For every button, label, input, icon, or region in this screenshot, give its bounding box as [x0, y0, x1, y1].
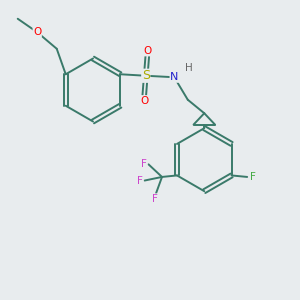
Text: O: O [33, 27, 41, 37]
Text: F: F [137, 176, 143, 185]
Text: F: F [152, 194, 158, 204]
Text: S: S [142, 69, 150, 82]
Text: F: F [141, 159, 147, 169]
Text: O: O [143, 46, 152, 56]
Text: O: O [140, 96, 148, 106]
Text: H: H [185, 63, 193, 73]
Text: F: F [250, 172, 256, 182]
Text: N: N [170, 72, 178, 82]
